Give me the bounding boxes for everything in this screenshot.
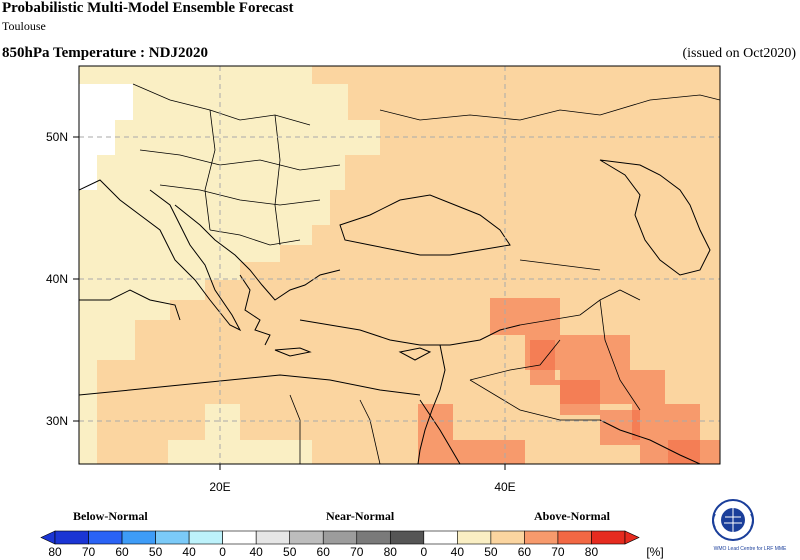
figure-subtitle: Toulouse	[2, 19, 46, 33]
above-normal-60-70-region	[490, 298, 720, 464]
legend-swatch	[557, 530, 592, 545]
above-normal-60-70-core	[530, 340, 700, 464]
legend-tick-label: 50	[148, 545, 163, 559]
lon-label-40e: 40E	[494, 480, 515, 494]
graticule	[79, 66, 720, 464]
legend-swatch	[188, 530, 223, 545]
legend-tick-label: 70	[551, 545, 565, 559]
lat-label-30n: 30N	[46, 414, 68, 428]
legend-tick-label: 40	[182, 545, 196, 559]
legend-swatch	[322, 530, 358, 545]
legend-tick-label: 80	[584, 545, 599, 559]
lon-label-20e: 20E	[209, 480, 230, 494]
lat-label-50n: 50N	[46, 130, 68, 144]
legend-swatch	[121, 530, 156, 545]
legend-swatch	[389, 530, 425, 545]
legend-tick-label: 50	[283, 545, 297, 559]
legend-tick-label: 70	[81, 545, 96, 559]
legend-above-normal-label: Above-Normal	[534, 509, 610, 523]
legend-tick-label: 40	[450, 545, 465, 559]
legend-swatch	[289, 530, 324, 545]
legend-colorbar	[40, 530, 640, 545]
country-borders	[132, 83, 720, 464]
coastlines	[79, 159, 711, 464]
map-frame	[78, 65, 721, 465]
legend-swatch	[155, 530, 190, 545]
legend-tick-label: 50	[484, 545, 498, 559]
issue-date: (issued on Oct2020)	[682, 46, 796, 61]
wmo-logo-caption: WMO Lead Centre for LRF MME	[713, 546, 787, 552]
above-normal-40-50-region	[79, 398, 97, 464]
legend-swatch	[490, 530, 525, 545]
legend-swatch	[255, 530, 291, 545]
legend-tick-label: 60	[517, 545, 532, 559]
legend-near-normal-label: Near-Normal	[326, 509, 395, 523]
legend-tick-label: 60	[316, 545, 330, 559]
legend-swatch	[88, 530, 123, 545]
legend-tick-label: 80	[48, 545, 62, 559]
axis-ticks	[73, 136, 506, 470]
legend-tick-label: 0	[219, 545, 226, 559]
legend-tick-label: 60	[115, 545, 129, 559]
legend-below-normal-label: Below-Normal	[73, 509, 148, 523]
probability-field	[79, 66, 720, 464]
legend-arrow-below	[40, 530, 56, 545]
variable-label: 850hPa Temperature : NDJ2020	[2, 45, 208, 61]
legend-swatch	[524, 530, 559, 545]
above-normal-40-50-region	[168, 404, 312, 464]
wmo-logo-icon	[712, 499, 754, 541]
above-normal-60-70-region	[418, 404, 525, 464]
legend-tick-label: 0	[420, 545, 428, 559]
above-normal-40-50-region	[79, 66, 380, 398]
legend-tick-label: 80	[383, 545, 397, 559]
legend-unit-label: [%]	[646, 545, 664, 559]
legend-swatch	[423, 530, 458, 545]
legend-arrow-above	[624, 530, 640, 545]
legend-swatch	[54, 530, 89, 545]
legend-swatch	[356, 530, 391, 545]
legend-swatch	[222, 530, 257, 545]
legend-tick-label: 40	[249, 545, 263, 559]
lat-label-40n: 40N	[46, 272, 68, 286]
legend-tick-label: 70	[350, 545, 364, 559]
legend-swatch	[591, 530, 626, 545]
figure-title: Probabilistic Multi-Model Ensemble Forec…	[2, 0, 294, 16]
legend-swatch	[457, 530, 492, 545]
